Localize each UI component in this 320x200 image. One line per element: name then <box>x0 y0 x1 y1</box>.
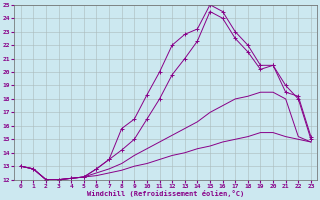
X-axis label: Windchill (Refroidissement éolien,°C): Windchill (Refroidissement éolien,°C) <box>87 190 244 197</box>
